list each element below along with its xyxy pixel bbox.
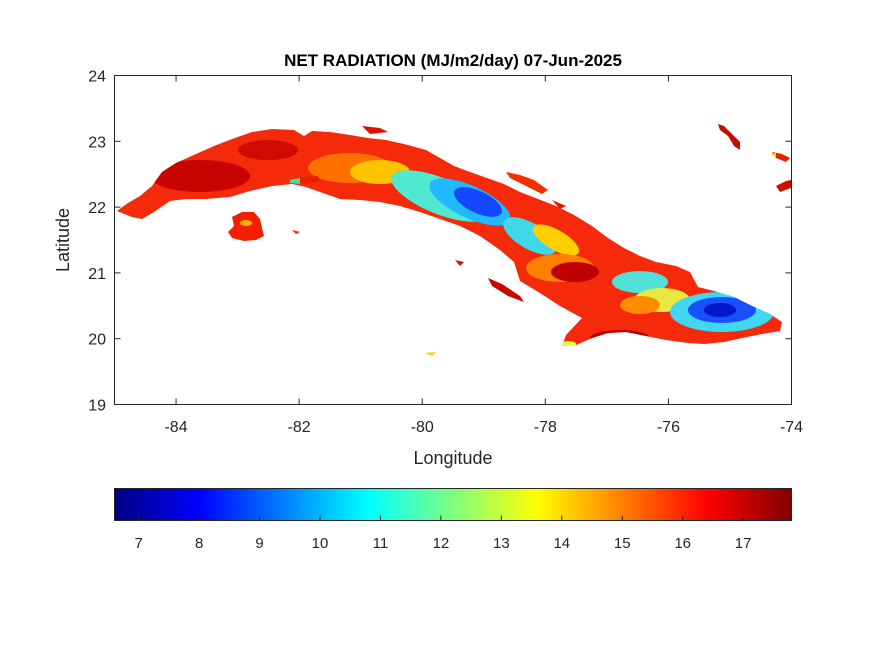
northeast-islet-4 xyxy=(770,153,776,157)
colorbar-tick-label: 12 xyxy=(433,535,450,552)
northeast-islet-3 xyxy=(776,180,791,192)
y-axis-label: Latitude xyxy=(53,208,73,272)
blue-central-patch xyxy=(453,187,503,217)
south-islet-1 xyxy=(455,260,464,266)
x-tick-label: -80 xyxy=(411,419,434,436)
y-tick-label: 21 xyxy=(88,266,106,283)
west-islet xyxy=(292,230,300,234)
y-tick-label: 23 xyxy=(88,134,106,151)
net-radiation-map xyxy=(117,124,791,356)
x-tick-label: -78 xyxy=(534,419,557,436)
northeast-islet-2 xyxy=(772,152,790,162)
yellow-camaguey-patch xyxy=(532,224,580,256)
colorbar-gradient xyxy=(114,488,792,521)
y-axis: 19 20 21 22 23 24 Latitude xyxy=(53,69,792,415)
x-tick-label: -74 xyxy=(780,419,803,436)
colorbar-tick-label: 15 xyxy=(614,535,631,552)
colorbar-tick-label: 11 xyxy=(373,535,389,552)
x-tick-label: -84 xyxy=(164,419,187,436)
north-keys-cyan xyxy=(290,178,300,184)
colorbar-tick-label: 17 xyxy=(735,535,752,552)
cyan-las-tunas-patch xyxy=(612,271,668,293)
north-keys-4 xyxy=(552,200,566,209)
y-tick-label: 24 xyxy=(88,69,106,86)
colorbar-tick-label: 10 xyxy=(312,535,329,552)
northeast-islet-1 xyxy=(718,124,740,150)
x-tick-label: -76 xyxy=(657,419,680,436)
colorbar-tick-label: 9 xyxy=(255,535,263,552)
deep-blue-east-patch xyxy=(704,303,736,317)
dark-red-camaguey-patch xyxy=(551,262,599,282)
isla-de-la-juventud xyxy=(228,212,264,241)
dark-red-west-patch-2 xyxy=(238,140,298,160)
colorbar-tick-label: 13 xyxy=(493,535,510,552)
y-tick-label: 20 xyxy=(88,332,106,349)
plot-area xyxy=(114,75,792,405)
south-islet-3 xyxy=(425,352,436,356)
chart-title: NET RADIATION (MJ/m2/day) 07-Jun-2025 xyxy=(284,51,622,70)
north-keys-2 xyxy=(362,126,388,134)
dark-red-west-patch xyxy=(150,160,250,192)
isla-cyan-patch xyxy=(240,220,252,226)
x-tick-label: -82 xyxy=(288,419,311,436)
colorbar-tick-label: 16 xyxy=(674,535,691,552)
colorbar-tick-label: 8 xyxy=(195,535,203,552)
orange-holguin-patch xyxy=(620,296,660,314)
colorbar-tick-label: 14 xyxy=(553,535,570,552)
colorbar: 7 8 9 10 11 12 13 14 15 16 17 xyxy=(114,488,792,552)
south-islet-2 xyxy=(488,278,524,302)
y-tick-label: 19 xyxy=(88,398,106,415)
x-axis-label: Longitude xyxy=(413,448,492,468)
x-axis: -84 -82 -80 -78 -76 -74 Longitude xyxy=(164,75,803,468)
cyan-villa-clara-patch xyxy=(503,217,557,255)
y-tick-label: 22 xyxy=(88,200,106,217)
cuba-main-island xyxy=(117,129,782,346)
north-keys-3 xyxy=(506,172,548,194)
colorbar-tick-label: 7 xyxy=(135,535,143,552)
